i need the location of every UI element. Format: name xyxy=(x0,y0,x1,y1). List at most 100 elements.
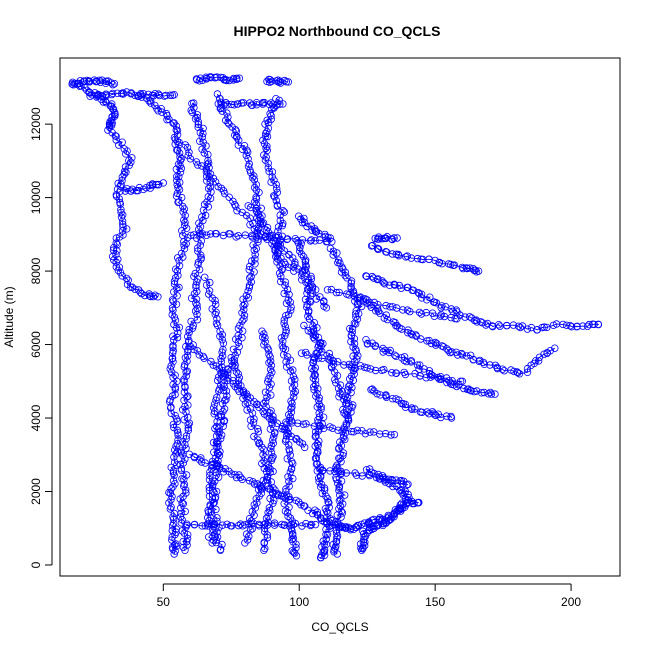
data-point xyxy=(280,319,288,327)
data-point xyxy=(423,337,431,345)
data-point xyxy=(213,450,222,458)
data-point xyxy=(285,411,293,419)
data-point xyxy=(166,91,174,99)
data-point xyxy=(202,281,211,289)
data-point xyxy=(460,384,468,393)
data-point xyxy=(232,233,240,241)
data-point xyxy=(88,91,96,99)
data-point xyxy=(234,231,242,240)
data-point xyxy=(286,298,294,306)
data-point xyxy=(225,193,233,201)
data-point xyxy=(266,353,274,361)
y-tick-label: 2000 xyxy=(29,478,43,505)
data-point xyxy=(209,361,217,369)
data-point xyxy=(169,358,177,366)
data-point xyxy=(242,530,251,538)
data-point xyxy=(318,347,326,356)
data-point xyxy=(104,126,112,134)
data-point xyxy=(168,296,177,304)
data-point xyxy=(265,504,274,512)
data-point xyxy=(417,290,426,298)
data-point xyxy=(248,507,256,516)
data-point xyxy=(170,453,178,461)
data-point xyxy=(241,300,249,309)
data-point xyxy=(381,429,390,438)
data-point xyxy=(245,274,254,282)
data-point xyxy=(287,404,295,413)
data-point xyxy=(193,111,202,119)
data-point xyxy=(487,390,496,398)
data-point xyxy=(206,230,215,238)
data-point xyxy=(113,247,121,255)
data-point xyxy=(258,443,266,451)
data-point xyxy=(391,506,400,514)
data-point xyxy=(240,141,249,150)
data-point xyxy=(543,323,551,332)
data-point xyxy=(206,471,214,480)
data-point xyxy=(174,431,182,439)
data-point xyxy=(509,321,518,329)
x-axis: 50 100 150 200 xyxy=(157,583,581,609)
data-point xyxy=(239,302,247,310)
data-point xyxy=(446,379,454,387)
data-point xyxy=(297,349,306,357)
data-point xyxy=(107,121,116,130)
data-point xyxy=(374,301,382,309)
data-point xyxy=(340,426,348,434)
data-point xyxy=(263,393,271,401)
data-point xyxy=(126,283,135,291)
data-point xyxy=(300,253,308,261)
data-point xyxy=(169,306,177,314)
data-point xyxy=(128,185,137,193)
data-point xyxy=(180,238,188,246)
data-point xyxy=(169,380,177,389)
data-point xyxy=(213,528,221,536)
data-point xyxy=(415,290,423,298)
data-point xyxy=(153,105,161,113)
data-point xyxy=(274,223,283,231)
data-point xyxy=(208,539,216,547)
data-point xyxy=(169,545,177,553)
data-point xyxy=(476,356,484,365)
data-point xyxy=(181,507,189,516)
data-point xyxy=(322,507,331,516)
data-point xyxy=(112,192,121,200)
data-point xyxy=(149,292,158,301)
data-point xyxy=(225,467,233,475)
data-point xyxy=(190,521,199,529)
data-point xyxy=(247,273,255,281)
data-point xyxy=(284,430,292,438)
data-point xyxy=(181,383,189,392)
data-point xyxy=(458,377,466,385)
x-tick-label: 200 xyxy=(561,595,581,609)
data-point xyxy=(466,351,475,359)
data-point xyxy=(172,172,181,181)
data-point xyxy=(216,448,224,456)
data-point xyxy=(281,323,289,331)
data-point xyxy=(175,178,184,187)
data-point xyxy=(429,409,438,417)
data-point xyxy=(478,319,486,327)
data-point xyxy=(179,208,187,216)
data-point xyxy=(280,258,288,266)
data-point xyxy=(311,237,319,245)
data-point xyxy=(486,361,494,369)
data-point xyxy=(300,321,308,330)
data-point xyxy=(122,150,130,158)
data-point xyxy=(434,373,442,382)
data-point xyxy=(289,534,297,542)
data-point xyxy=(245,281,254,290)
data-point xyxy=(264,460,272,469)
data-point xyxy=(256,482,264,490)
data-point xyxy=(260,546,268,554)
data-point xyxy=(281,494,290,503)
data-point xyxy=(199,206,208,214)
data-point xyxy=(417,310,426,318)
data-point xyxy=(309,374,317,382)
data-point xyxy=(333,534,341,542)
data-point xyxy=(168,349,177,357)
x-tick-label: 150 xyxy=(425,595,445,609)
data-point xyxy=(266,110,274,118)
data-point xyxy=(381,346,390,355)
data-point xyxy=(234,338,243,347)
